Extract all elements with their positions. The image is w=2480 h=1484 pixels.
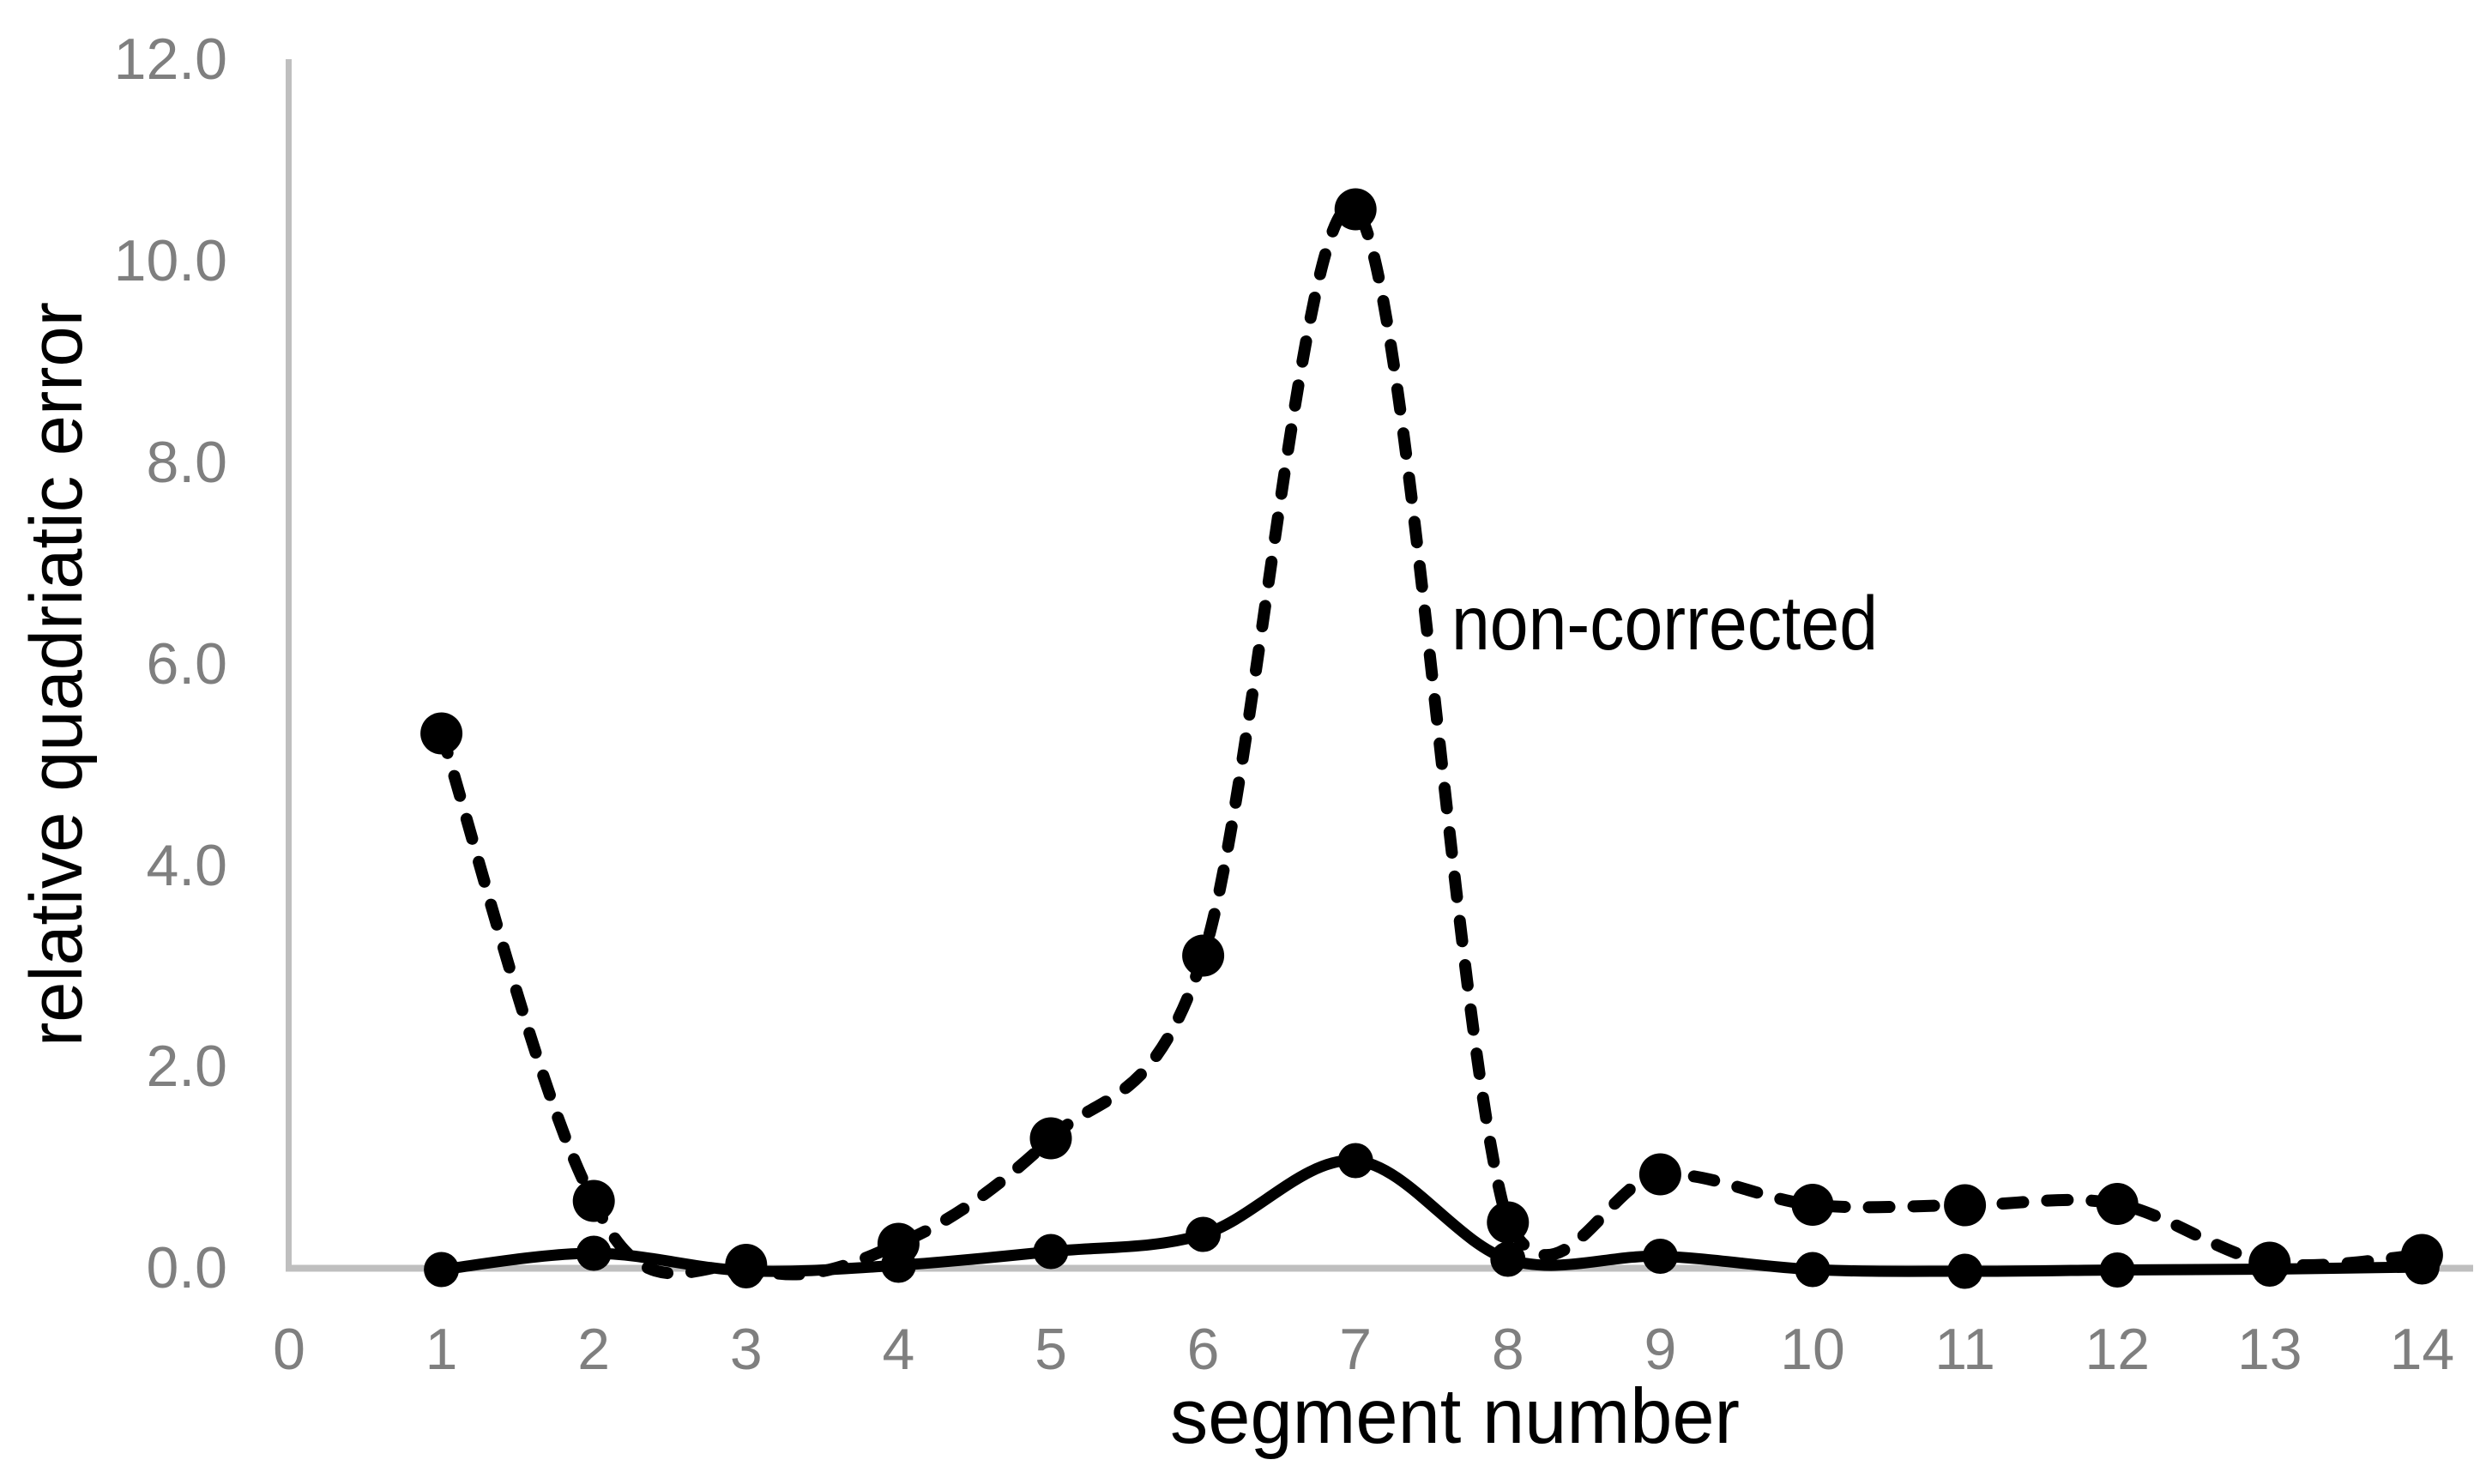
- svg-text:5: 5: [1035, 1317, 1067, 1382]
- svg-text:6.0: 6.0: [146, 631, 227, 697]
- svg-text:segment number: segment number: [1170, 1373, 1740, 1460]
- svg-text:4: 4: [882, 1317, 914, 1382]
- svg-text:10: 10: [1780, 1317, 1845, 1382]
- svg-text:9: 9: [1644, 1317, 1676, 1382]
- svg-text:6: 6: [1187, 1317, 1220, 1382]
- svg-text:8.0: 8.0: [146, 430, 227, 495]
- svg-text:11: 11: [1934, 1317, 1995, 1382]
- svg-text:0: 0: [273, 1317, 305, 1382]
- svg-text:12.0: 12.0: [114, 27, 227, 92]
- svg-text:3: 3: [730, 1317, 763, 1382]
- svg-text:8: 8: [1492, 1317, 1524, 1382]
- svg-text:2.0: 2.0: [146, 1034, 227, 1099]
- svg-text:2: 2: [577, 1317, 610, 1382]
- svg-text:7: 7: [1339, 1317, 1372, 1382]
- svg-text:14: 14: [2390, 1317, 2455, 1382]
- svg-text:12: 12: [2085, 1317, 2150, 1382]
- svg-text:10.0: 10.0: [114, 228, 227, 293]
- svg-text:relative quadriatic error: relative quadriatic error: [15, 302, 98, 1047]
- svg-text:0.0: 0.0: [146, 1235, 227, 1300]
- svg-text:4.0: 4.0: [146, 833, 227, 898]
- svg-text:non-corrected: non-corrected: [1451, 580, 1878, 666]
- svg-text:1: 1: [425, 1317, 458, 1382]
- svg-text:13: 13: [2237, 1317, 2302, 1382]
